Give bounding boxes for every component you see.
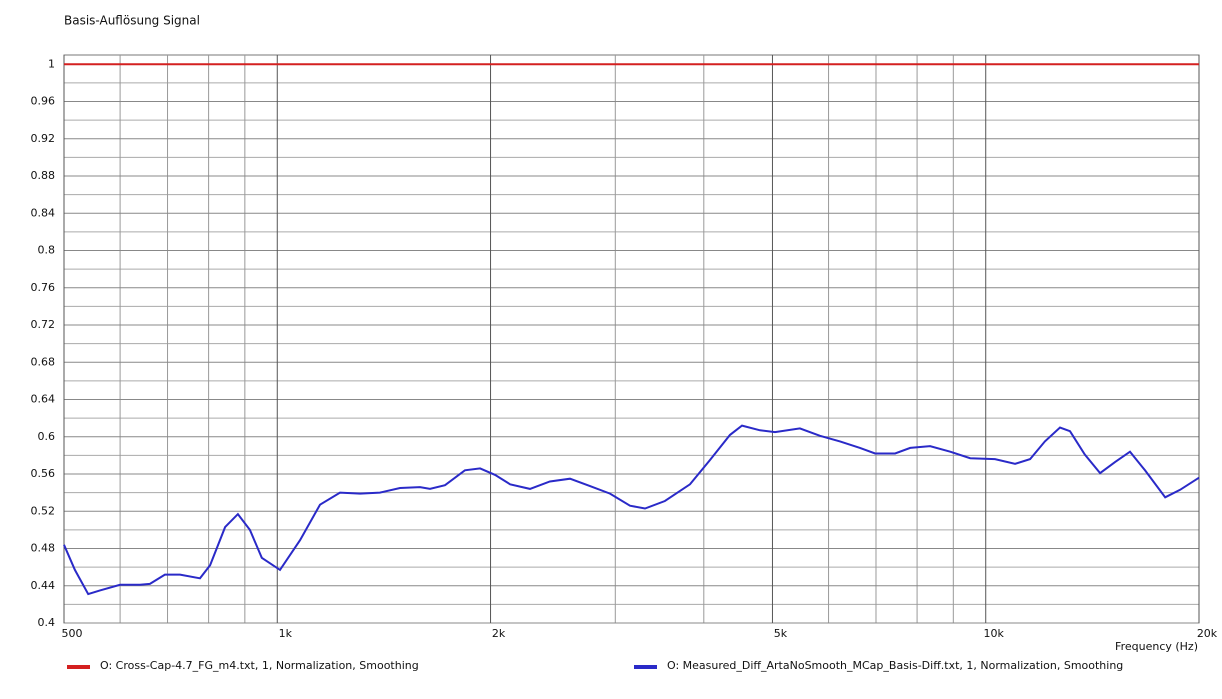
y-tick-label: 0.8	[38, 244, 56, 257]
x-tick-label: 10k	[984, 627, 1005, 640]
x-axis-label: Frequency (Hz)	[1115, 640, 1198, 653]
y-tick-label: 0.88	[31, 169, 56, 182]
y-tick-label: 0.6	[38, 430, 56, 443]
x-tick-label: 1k	[279, 627, 293, 640]
y-tick-label: 0.92	[31, 132, 56, 145]
y-tick-label: 0.56	[31, 467, 56, 480]
y-tick-label: 0.64	[31, 393, 56, 406]
legend-label: O: Cross-Cap-4.7_FG_m4.txt, 1, Normaliza…	[100, 659, 419, 672]
y-tick-label: 0.84	[31, 206, 56, 219]
data-line	[63, 424, 1200, 596]
y-tick-label: 0.52	[31, 504, 56, 517]
x-tick-label: 500	[62, 627, 83, 640]
y-tick-label: 1	[48, 57, 55, 70]
y-tick-label: 0.48	[31, 542, 56, 555]
x-tick-label: 5k	[774, 627, 788, 640]
plot-area	[63, 54, 1200, 624]
legend-label: O: Measured_Diff_ArtaNoSmooth_MCap_Basis…	[667, 659, 1123, 672]
x-tick-label: 20k	[1197, 627, 1218, 640]
x-tick-label: 2k	[492, 627, 506, 640]
y-tick-label: 0.4	[38, 616, 56, 629]
chart-title: Basis-Auflösung Signal	[64, 14, 200, 28]
y-tick-label: 0.68	[31, 355, 56, 368]
y-tick-label: 0.76	[31, 281, 56, 294]
y-tick-label: 0.72	[31, 318, 56, 331]
y-tick-label: 0.96	[31, 95, 56, 108]
y-tick-label: 0.44	[31, 579, 56, 592]
